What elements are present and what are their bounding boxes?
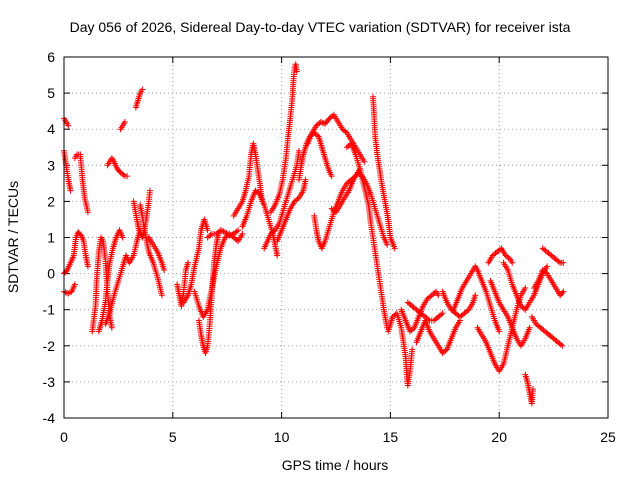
data-point — [185, 259, 192, 266]
y-tick-label: 6 — [47, 49, 55, 65]
data-point — [509, 259, 516, 266]
x-tick-label: 10 — [274, 429, 290, 445]
y-tick-label: -3 — [43, 374, 56, 390]
data-point — [233, 236, 240, 243]
y-tick-label: 0 — [47, 266, 55, 282]
data-point — [438, 311, 445, 318]
data-point — [146, 187, 153, 194]
data-point — [496, 246, 503, 253]
x-tick-label: 15 — [383, 429, 399, 445]
data-point — [108, 324, 115, 331]
data-point — [559, 289, 566, 296]
data-point — [67, 187, 74, 194]
data-point — [555, 258, 562, 265]
y-tick-label: 3 — [47, 157, 55, 173]
data-point — [529, 386, 536, 393]
data-point — [217, 227, 224, 234]
data-point — [120, 171, 127, 178]
data-point — [296, 147, 303, 154]
data-point — [314, 132, 321, 139]
data-point — [472, 292, 479, 299]
data-point — [71, 281, 78, 288]
data-point — [227, 232, 234, 239]
x-tick-label: 0 — [60, 429, 68, 445]
data-point — [270, 228, 277, 235]
data-point — [496, 328, 503, 335]
data-point — [293, 68, 300, 75]
data-point — [442, 347, 449, 354]
data-point — [219, 227, 226, 234]
y-tick-label: 4 — [47, 121, 55, 137]
data-point — [520, 305, 527, 312]
data-point — [505, 254, 512, 261]
data-point — [317, 118, 324, 125]
data-points — [61, 61, 567, 407]
data-point — [329, 112, 336, 119]
x-axis-label: GPS time / hours — [282, 457, 389, 473]
data-point — [425, 316, 432, 323]
y-tick-label: -1 — [43, 302, 56, 318]
y-tick-label: -4 — [43, 410, 56, 426]
y-tick-label: 5 — [47, 85, 55, 101]
data-point — [384, 241, 391, 248]
y-tick-label: -2 — [43, 338, 56, 354]
data-point — [65, 122, 72, 129]
data-point — [526, 324, 533, 331]
data-point — [328, 173, 335, 180]
data-point — [302, 176, 309, 183]
data-point — [235, 227, 242, 234]
data-point — [559, 342, 566, 349]
data-point — [431, 289, 438, 296]
data-point — [119, 234, 126, 241]
data-point — [233, 228, 240, 235]
data-point — [409, 325, 416, 332]
data-point — [274, 252, 281, 259]
data-point — [522, 285, 529, 292]
data-point — [560, 259, 567, 266]
data-point — [294, 195, 301, 202]
data-point — [124, 173, 131, 180]
data-point — [161, 266, 168, 273]
chart-title: Day 056 of 2026, Sidereal Day-to-day VTE… — [70, 19, 571, 35]
data-point — [409, 346, 416, 353]
data-point — [560, 288, 567, 295]
data-point — [139, 86, 146, 93]
plot-frame — [63, 56, 609, 419]
y-tick-label: 1 — [47, 230, 55, 246]
y-tick-label: 2 — [47, 193, 55, 209]
x-tick-label: 5 — [169, 429, 177, 445]
data-point — [435, 292, 442, 299]
data-point — [464, 307, 471, 314]
data-point — [158, 292, 165, 299]
data-point — [226, 232, 233, 239]
data-point — [204, 227, 211, 234]
data-point — [331, 208, 338, 215]
data-point — [342, 128, 349, 135]
data-point — [207, 232, 214, 239]
data-point — [84, 263, 91, 270]
data-point — [544, 263, 551, 270]
data-point — [77, 231, 84, 238]
y-axis-label: SDTVAR / TECUs — [5, 181, 21, 293]
data-point — [439, 310, 446, 317]
data-point — [557, 341, 564, 348]
data-point — [121, 118, 128, 125]
data-point — [361, 158, 368, 165]
data-point — [391, 245, 398, 252]
data-point — [325, 116, 332, 123]
data-point — [239, 230, 246, 237]
x-tick-label: 25 — [600, 429, 616, 445]
data-point — [84, 209, 91, 216]
data-point — [542, 269, 549, 276]
data-point — [255, 189, 262, 196]
data-point — [320, 120, 327, 127]
x-tick-label: 20 — [491, 429, 507, 445]
